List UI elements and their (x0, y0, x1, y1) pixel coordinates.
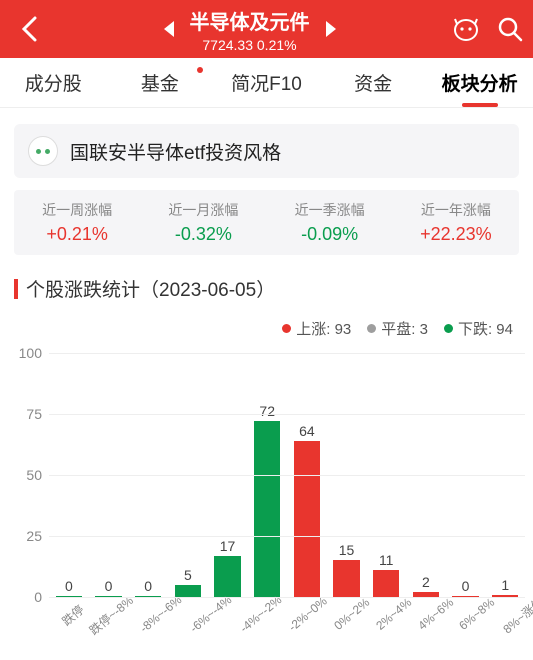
stat-label: 近一周涨幅 (14, 200, 140, 220)
header-center: 半导体及元件 7724.33 0.21% (48, 6, 451, 53)
stat-3[interactable]: 近一年涨幅 +22.23% (393, 200, 519, 245)
bar-value: 0 (144, 578, 152, 594)
y-tick: 50 (26, 467, 42, 483)
index-change: 0.21% (257, 37, 297, 53)
bar-chart: 0255075100 00051772641511201 跌停跌停~-8%-8%… (0, 343, 533, 653)
bar-rect (294, 441, 320, 597)
accent-bar (14, 279, 18, 299)
bot-icon (28, 136, 58, 166)
section-header: 个股涨跌统计（2023-06-05） (14, 275, 519, 302)
index-value: 7724.33 (202, 37, 253, 53)
tab-4[interactable]: 板块分析 (426, 69, 533, 96)
chart-legend: 上涨: 93 平盘: 3 下跌: 94 (0, 312, 533, 343)
banner-text: 国联安半导体etf投资风格 (70, 138, 281, 165)
grid-line (49, 414, 525, 415)
tab-0[interactable]: 成分股 (0, 69, 107, 96)
bar-value: 1 (501, 577, 509, 593)
stat-label: 近一月涨幅 (140, 200, 266, 220)
next-stock-icon[interactable] (320, 20, 342, 38)
bar-value: 11 (379, 552, 394, 568)
stat-2[interactable]: 近一季涨幅 -0.09% (267, 200, 393, 245)
stat-value: +22.23% (393, 224, 519, 245)
legend-text: 下跌: 94 (458, 318, 513, 339)
legend-dot-icon (282, 324, 291, 333)
back-icon[interactable] (10, 16, 48, 42)
banner[interactable]: 国联安半导体etf投资风格 (14, 124, 519, 178)
prev-stock-icon[interactable] (158, 20, 180, 38)
bar-value: 0 (462, 578, 470, 594)
search-icon[interactable] (497, 16, 523, 42)
legend-up: 上涨: 93 (282, 318, 351, 339)
y-tick: 75 (26, 406, 42, 422)
bar-rect (254, 421, 280, 597)
stat-1[interactable]: 近一月涨幅 -0.32% (140, 200, 266, 245)
tab-1[interactable]: 基金 (107, 69, 214, 96)
bar-value: 15 (339, 542, 355, 558)
bar-rect (175, 585, 201, 597)
bar-value: 64 (299, 423, 315, 439)
legend-text: 上涨: 93 (296, 318, 351, 339)
sector-title: 半导体及元件 (190, 6, 310, 35)
stat-0[interactable]: 近一周涨幅 +0.21% (14, 200, 140, 245)
stat-value: -0.09% (267, 224, 393, 245)
grid-line (49, 597, 525, 598)
legend-down: 下跌: 94 (444, 318, 513, 339)
legend-dot-icon (444, 324, 453, 333)
y-axis: 0 25 50 75 100 (8, 343, 48, 653)
bar-value: 5 (184, 567, 192, 583)
tab-2[interactable]: 简况F10 (213, 69, 320, 96)
tab-3[interactable]: 资金 (320, 69, 427, 96)
stat-label: 近一季涨幅 (267, 200, 393, 220)
period-stats: 近一周涨幅 +0.21%近一月涨幅 -0.32%近一季涨幅 -0.09%近一年涨幅 +2… (14, 190, 519, 255)
y-tick: 0 (34, 589, 42, 605)
grid-line (49, 353, 525, 354)
stat-value: -0.32% (140, 224, 266, 245)
assistant-icon[interactable] (451, 16, 481, 42)
legend-text: 平盘: 3 (381, 318, 428, 339)
bar-value: 2 (422, 574, 430, 590)
section-title: 个股涨跌统计（2023-06-05） (26, 275, 275, 302)
app-header: 半导体及元件 7724.33 0.21% (0, 0, 533, 58)
bar-value: 72 (259, 403, 275, 419)
stat-label: 近一年涨幅 (393, 200, 519, 220)
header-actions (451, 16, 523, 42)
y-tick: 100 (19, 345, 42, 361)
notification-dot (197, 67, 203, 73)
legend-dot-icon (367, 324, 376, 333)
grid-line (49, 475, 525, 476)
title-block[interactable]: 半导体及元件 7724.33 0.21% (190, 6, 310, 53)
grid-line (49, 536, 525, 537)
legend-flat: 平盘: 3 (367, 318, 428, 339)
stat-value: +0.21% (14, 224, 140, 245)
bar-value: 0 (65, 578, 73, 594)
bar-value: 17 (220, 538, 236, 554)
plot-area: 00051772641511201 跌停跌停~-8%-8%~-6%-6%~-4%… (48, 343, 525, 653)
tab-bar: 成分股基金简况F10资金板块分析 (0, 58, 533, 108)
sector-subtitle: 7724.33 0.21% (190, 37, 310, 53)
y-tick: 25 (26, 528, 42, 544)
